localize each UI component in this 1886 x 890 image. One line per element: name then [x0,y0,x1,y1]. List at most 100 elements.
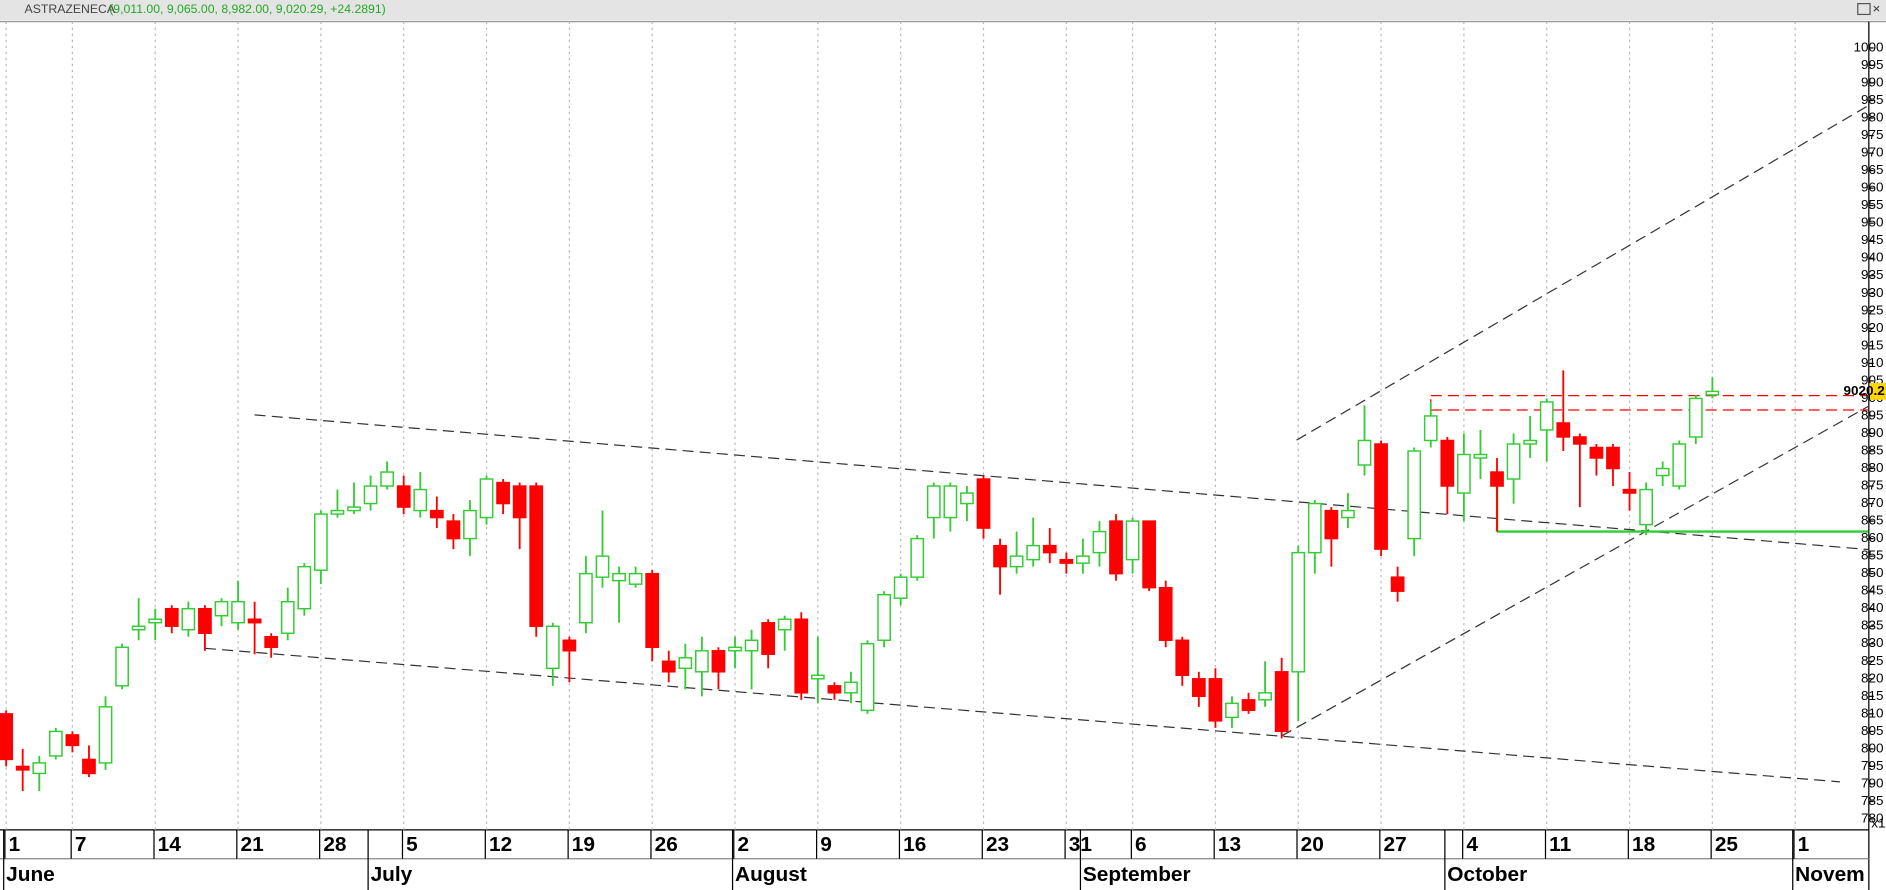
y-tick-label: 895 [1861,408,1884,423]
y-tick-label: 980 [1861,110,1884,125]
candle-body [1341,509,1355,519]
y-tick-label: 860 [1861,530,1884,545]
y-tick-label: 995 [1861,57,1884,72]
y-tick-label: 970 [1861,145,1884,160]
candle-body [148,618,163,624]
candle-body [545,625,560,670]
candle-body [595,555,610,578]
y-tick-label: 925 [1861,302,1884,317]
candle-body [1009,555,1024,568]
y-tick-label: 865 [1861,513,1884,528]
candle-body [1423,415,1438,442]
y-tick-label: 840 [1861,600,1884,615]
candle-body [32,762,47,775]
month-label: October [1447,863,1527,886]
candle-body [744,639,759,652]
candle-body [15,765,30,771]
x-tick-label: 19 [572,833,595,856]
candle-body [1457,453,1471,494]
y-tick-label: 820 [1861,670,1884,685]
candle-body [1274,671,1289,733]
candle-body [1158,586,1173,641]
candle-body [645,572,660,648]
candle-body [976,478,991,529]
close-button[interactable]: × [1873,1,1881,16]
month-label: June [6,863,55,886]
y-tick-label: 795 [1861,758,1884,773]
y-tick-label: 885 [1861,443,1884,458]
y-tick-label: 785 [1861,793,1884,808]
x-tick-label: 1 [9,833,21,856]
candle-body [164,607,179,627]
y-tick-label: 975 [1861,127,1884,142]
candle-body [363,485,378,505]
x-tick-label: 27 [1384,833,1407,856]
month-label: July [371,863,413,886]
candle-body [728,646,742,652]
candle-body [678,657,693,670]
y-tick-label: 965 [1861,162,1884,177]
y-tick-label: 800 [1861,741,1884,756]
x-tick-label: 25 [1715,833,1738,856]
x-tick-label: 5 [406,833,418,856]
candle-body [1059,558,1074,564]
candle-body [496,481,510,505]
candle-body [396,485,411,508]
y-tick-label: 830 [1861,635,1884,650]
plot-layer [0,21,1869,830]
candle-body [1175,639,1190,677]
window-button[interactable] [1857,3,1871,16]
candle-body [1142,520,1157,589]
candle-body [198,607,212,634]
y-tick-label: 845 [1861,583,1884,598]
y-tick-label: 945 [1861,232,1884,247]
candle-body [827,685,842,694]
candle-body [1490,471,1504,487]
y-tick-label: 875 [1861,478,1884,493]
candle-body [1092,530,1107,554]
candle-body [1606,446,1620,470]
candle-body [993,544,1007,568]
candle-body [280,600,295,634]
y-tick-label: 780 [1861,811,1884,826]
symbol: ASTRAZENECA [25,2,116,16]
candle-body [1208,678,1223,722]
x-tick-label: 1 [1798,833,1810,856]
candle-body [1390,576,1405,592]
y-tick-label: 960 [1861,180,1884,195]
x-tick-label: 6 [1135,833,1147,856]
candle-body [579,572,593,624]
candle-body [1374,443,1388,550]
y-tick-label: 1000 [1854,40,1884,55]
candle-body [115,646,129,687]
month-label: September [1083,863,1191,886]
y-tick-label: 890 [1861,425,1884,440]
candle-body [1076,555,1090,564]
candle-body [860,643,875,712]
candle-body [380,471,395,487]
y-tick-label: 825 [1861,653,1884,668]
candle-body [1589,446,1604,459]
y-tick-label: 930 [1861,285,1884,300]
candle-body [960,492,974,505]
candle-body [777,618,792,631]
y-tick-label: 855 [1861,548,1884,563]
candle-body [98,706,113,764]
x-tick-label: 9 [820,833,832,856]
candle-body [810,674,825,680]
x-tick-label: 4 [1466,833,1478,856]
y-tick-label: 815 [1861,688,1884,703]
y-tick-label: 940 [1861,250,1884,265]
trendline [254,414,1869,551]
candle-body [1655,467,1670,477]
candle-body [910,537,925,578]
x-tick-label: 2 [737,833,749,856]
candle-body [1506,443,1521,480]
y-tick-label: 955 [1861,197,1884,212]
trendline [1296,105,1869,441]
axis-multiplier: x10 [1871,815,1886,830]
x-tick-label: 18 [1632,833,1655,856]
candle-body [926,485,941,519]
x-tick-label: 16 [903,833,926,856]
candle-body [1622,488,1637,494]
